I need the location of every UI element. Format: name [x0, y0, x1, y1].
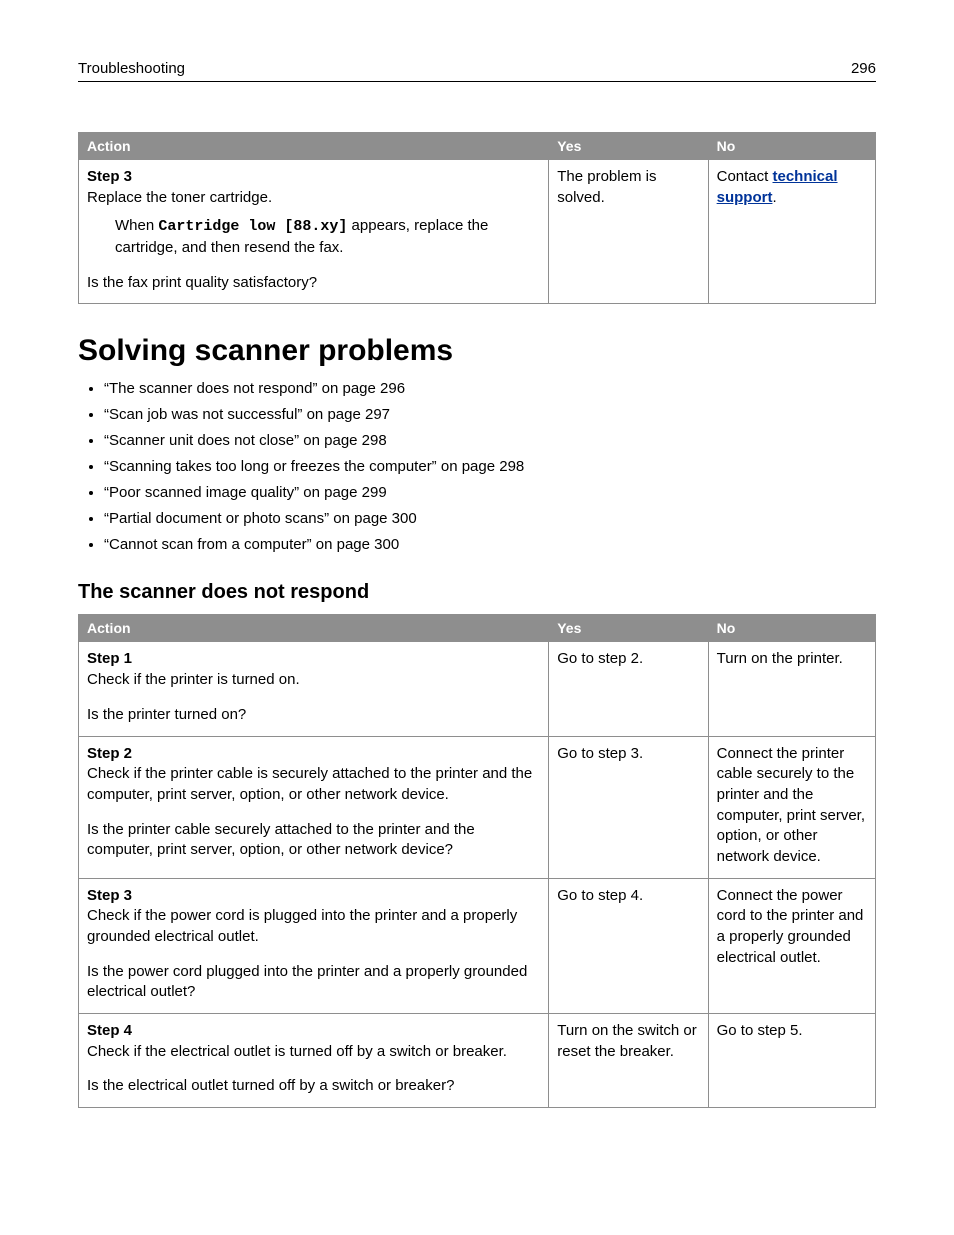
- cell-action: Step 4 Check if the electrical outlet is…: [79, 1014, 549, 1108]
- cell-yes: Go to step 3.: [549, 736, 708, 878]
- cell-no: Go to step 5.: [708, 1014, 875, 1108]
- col-no: No: [708, 615, 875, 642]
- table-header-row: Action Yes No: [79, 133, 876, 160]
- header-page-number: 296: [851, 60, 876, 77]
- cell-action: Step 3 Check if the power cord is plugge…: [79, 878, 549, 1013]
- cell-yes: Turn on the switch or reset the breaker.: [549, 1014, 708, 1108]
- step-question: Is the printer turned on?: [87, 705, 540, 726]
- note-code: Cartridge low [88.xy]: [158, 218, 347, 235]
- table-row: Step 3 Check if the power cord is plugge…: [79, 878, 876, 1013]
- list-item: “Scan job was not successful” on page 29…: [104, 406, 876, 423]
- col-action: Action: [79, 615, 549, 642]
- heading-main: Solving scanner problems: [78, 334, 876, 368]
- list-item: “Scanner unit does not close” on page 29…: [104, 432, 876, 449]
- step-question: Is the printer cable securely attached t…: [87, 820, 540, 861]
- col-yes: Yes: [549, 133, 708, 160]
- cell-no: Connect the printer cable securely to th…: [708, 736, 875, 878]
- col-yes: Yes: [549, 615, 708, 642]
- step-label: Step 4: [87, 1021, 540, 1042]
- step-note: When Cartridge low [88.xy] appears, repl…: [115, 216, 540, 258]
- list-item: “Cannot scan from a computer” on page 30…: [104, 536, 876, 553]
- cell-yes: Go to step 4.: [549, 878, 708, 1013]
- list-item: “Partial document or photo scans” on pag…: [104, 510, 876, 527]
- step-question: Is the fax print quality satisfactory?: [87, 273, 540, 294]
- cell-no: Contact technical support.: [708, 160, 875, 304]
- list-item: “Poor scanned image quality” on page 299: [104, 484, 876, 501]
- col-no: No: [708, 133, 875, 160]
- step-instruction: Check if the electrical outlet is turned…: [87, 1042, 540, 1063]
- step-instruction: Replace the toner cartridge.: [87, 188, 540, 209]
- header-section: Troubleshooting: [78, 60, 185, 77]
- cell-no: Turn on the printer.: [708, 642, 875, 736]
- troubleshoot-table-fax: Action Yes No Step 3 Replace the toner c…: [78, 132, 876, 304]
- step-label: Step 1: [87, 649, 540, 670]
- heading-sub: The scanner does not respond: [78, 581, 876, 604]
- cell-action: Step 2 Check if the printer cable is sec…: [79, 736, 549, 878]
- table-row: Step 3 Replace the toner cartridge. When…: [79, 160, 876, 304]
- step-instruction: Check if the power cord is plugged into …: [87, 906, 540, 947]
- step-instruction: Check if the printer cable is securely a…: [87, 764, 540, 805]
- troubleshoot-table-scanner: Action Yes No Step 1 Check if the printe…: [78, 614, 876, 1108]
- table-row: Step 1 Check if the printer is turned on…: [79, 642, 876, 736]
- no-suffix: .: [772, 189, 776, 206]
- col-action: Action: [79, 133, 549, 160]
- table-row: Step 2 Check if the printer cable is sec…: [79, 736, 876, 878]
- list-item: “The scanner does not respond” on page 2…: [104, 380, 876, 397]
- step-label: Step 3: [87, 886, 540, 907]
- page-header: Troubleshooting 296: [78, 60, 876, 82]
- cell-yes: Go to step 2.: [549, 642, 708, 736]
- cell-no: Connect the power cord to the printer an…: [708, 878, 875, 1013]
- table-header-row: Action Yes No: [79, 615, 876, 642]
- step-instruction: Check if the printer is turned on.: [87, 670, 540, 691]
- table-row: Step 4 Check if the electrical outlet is…: [79, 1014, 876, 1108]
- step-label: Step 3: [87, 167, 540, 188]
- step-question: Is the power cord plugged into the print…: [87, 962, 540, 1003]
- step-label: Step 2: [87, 744, 540, 765]
- no-prefix: Contact: [717, 168, 773, 185]
- step-question: Is the electrical outlet turned off by a…: [87, 1076, 540, 1097]
- cell-yes: The problem is solved.: [549, 160, 708, 304]
- topic-list: “The scanner does not respond” on page 2…: [104, 380, 876, 553]
- list-item: “Scanning takes too long or freezes the …: [104, 458, 876, 475]
- cell-action: Step 3 Replace the toner cartridge. When…: [79, 160, 549, 304]
- note-prefix: When: [115, 217, 158, 234]
- cell-action: Step 1 Check if the printer is turned on…: [79, 642, 549, 736]
